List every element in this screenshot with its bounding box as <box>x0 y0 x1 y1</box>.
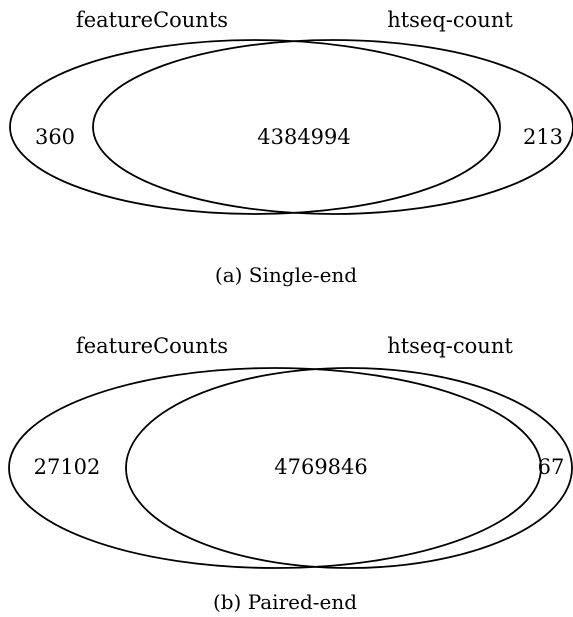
featurecounts-only-count-b: 27102 <box>34 455 101 479</box>
htseq-count-set-ellipse-b <box>125 367 573 569</box>
featurecounts-set-ellipse-a <box>9 39 501 215</box>
htseq-count-label-b: htseq-count <box>387 334 513 358</box>
htseq-count-set-ellipse-a <box>92 39 573 215</box>
htseq-count-only-count-b: 67 <box>538 455 565 479</box>
caption-a: (a) Single-end <box>215 263 357 287</box>
htseq-count-only-count-a: 213 <box>523 125 563 149</box>
overlap-count-a: 4384994 <box>257 125 351 149</box>
overlap-count-b: 4769846 <box>274 455 368 479</box>
featurecounts-label-b: featureCounts <box>76 334 228 358</box>
venn-panel-a: featureCounts htseq-count 360 4384994 21… <box>9 8 573 287</box>
caption-b: (b) Paired-end <box>213 590 357 614</box>
featurecounts-only-count-a: 360 <box>35 125 75 149</box>
htseq-count-label-a: htseq-count <box>387 8 513 32</box>
venn-panel-b: featureCounts htseq-count 27102 4769846 … <box>8 334 573 614</box>
featurecounts-label-a: featureCounts <box>76 8 228 32</box>
featurecounts-set-ellipse-b <box>8 367 542 569</box>
